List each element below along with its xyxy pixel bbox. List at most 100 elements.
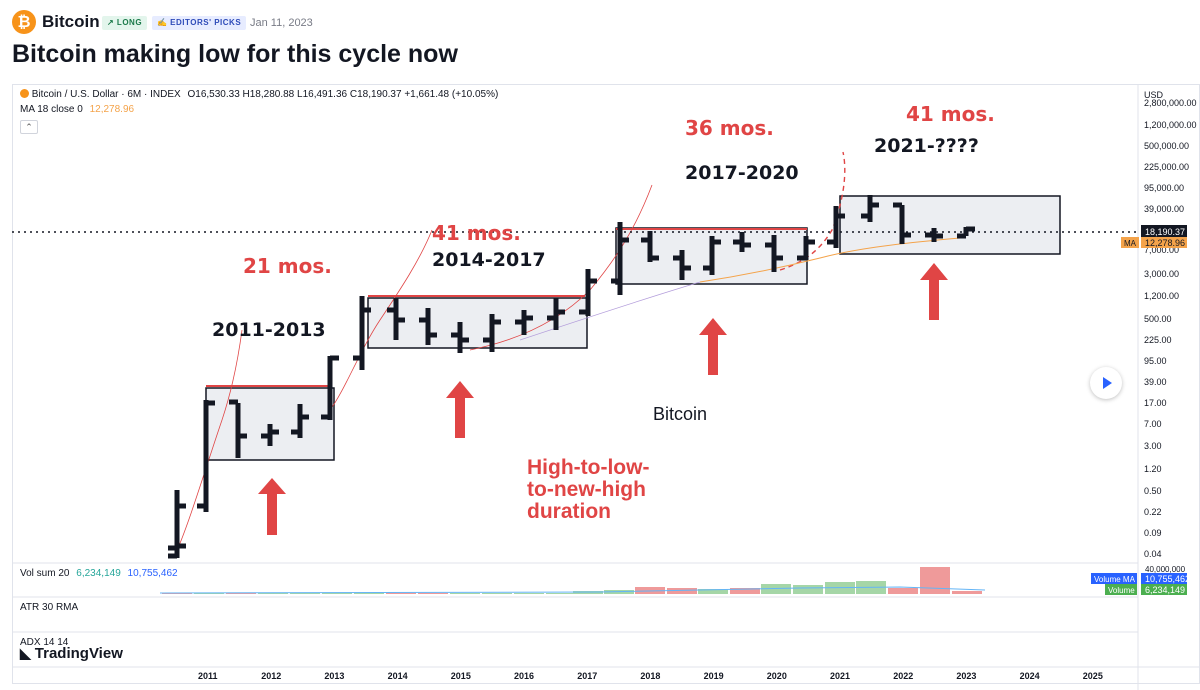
price-axis-label: 95.00 bbox=[1144, 356, 1167, 366]
price-axis-label: 95,000.00 bbox=[1144, 183, 1184, 193]
ohlc-bars bbox=[168, 195, 975, 559]
ma-line-secondary bbox=[519, 281, 701, 341]
volume-ma-line bbox=[159, 586, 986, 594]
volume-bar bbox=[888, 588, 918, 594]
ohlc-bar bbox=[703, 236, 721, 275]
volume-ma-label: Volume MA bbox=[1094, 575, 1136, 584]
red-up-arrow bbox=[920, 263, 948, 320]
last-price-tag bbox=[1141, 225, 1187, 238]
ohlc-bar bbox=[797, 236, 815, 261]
play-replay-button[interactable] bbox=[1090, 367, 1122, 399]
volume-bar bbox=[290, 593, 320, 594]
price-axis-label: 39,000.00 bbox=[1144, 204, 1184, 214]
volume-bar bbox=[386, 593, 416, 594]
price-axis-label: 3,000.00 bbox=[1144, 269, 1179, 279]
legend-ohlc: O16,530.33 H18,280.88 L16,491.36 C18,190… bbox=[187, 89, 499, 100]
cycle-label: 2011-2013 bbox=[212, 319, 326, 341]
volume-bar bbox=[546, 593, 576, 594]
ohlc-bar bbox=[611, 222, 629, 295]
time-axis-label: 2019 bbox=[704, 671, 724, 681]
parabolic-curve bbox=[329, 229, 433, 411]
range-box-2014-2017 bbox=[367, 297, 588, 349]
volume-label: Volume bbox=[1108, 586, 1135, 595]
tradingview-logo[interactable]: ◣ TradingView bbox=[20, 645, 123, 662]
symbol-legend[interactable]: Bitcoin / U.S. Dollar · 6M · INDEX O16,5… bbox=[20, 89, 498, 100]
bitcoin-small-icon bbox=[20, 89, 29, 98]
time-axis-label: 2025 bbox=[1083, 671, 1103, 681]
ohlc-bar bbox=[765, 235, 783, 272]
ohlc-bar bbox=[321, 355, 339, 420]
ma-tag-label: MA bbox=[1124, 239, 1137, 248]
chart-watermark-label: Bitcoin bbox=[653, 404, 707, 424]
ohlc-bar bbox=[353, 296, 371, 370]
ma-legend[interactable]: MA 18 close 0 12,278.96 bbox=[20, 104, 134, 115]
time-axis-label: 2023 bbox=[956, 671, 976, 681]
ohlc-bar bbox=[229, 399, 247, 458]
ohlc-bar bbox=[387, 298, 405, 340]
volume-ma-tag bbox=[1141, 573, 1187, 584]
volume-legend-label: Vol sum 20 bbox=[20, 568, 70, 579]
volume-bar bbox=[793, 585, 823, 594]
volume-bar bbox=[761, 584, 791, 594]
volume-bar bbox=[354, 593, 384, 594]
volume-bar bbox=[952, 591, 982, 594]
price-axis-label: 7.00 bbox=[1144, 419, 1162, 429]
volume-bar bbox=[450, 593, 480, 594]
atr-legend[interactable]: ATR 30 RMA bbox=[20, 602, 79, 613]
volume-bar bbox=[920, 567, 950, 594]
volume-bar bbox=[322, 593, 352, 594]
idea-header: ₿ Bitcoin ↗ LONG ✍ EDITORS' PICKS Jan 11… bbox=[0, 0, 1200, 42]
ohlc-bar bbox=[925, 228, 943, 242]
last-price-tag-text: 18,190.37 bbox=[1145, 227, 1185, 237]
time-axis-label: 2014 bbox=[388, 671, 408, 681]
time-axis-label: 2013 bbox=[324, 671, 344, 681]
volume-legend-value: 6,234,149 bbox=[76, 568, 121, 579]
duration-label: 41 mos. bbox=[906, 102, 995, 126]
price-axis-label: 0.22 bbox=[1144, 507, 1162, 517]
price-axis-label: 2,800,000.00 bbox=[1144, 98, 1197, 108]
note-line: to-new-high bbox=[527, 478, 646, 501]
ohlc-bar bbox=[197, 400, 215, 512]
ohlc-bar bbox=[419, 308, 437, 345]
collapse-legend-chevron-icon[interactable]: ⌃ bbox=[20, 120, 38, 134]
price-axis-labels: 2,800,000.00 1,200,000.00 500,000.00 225,00… bbox=[1144, 98, 1197, 559]
volume-legend[interactable]: Vol sum 20 6,234,149 10,755,462 bbox=[20, 568, 178, 579]
ohlc-bar bbox=[547, 298, 565, 330]
volume-bars bbox=[159, 567, 986, 594]
time-axis-label: 2011 bbox=[198, 671, 218, 681]
time-axis-label: 2020 bbox=[767, 671, 787, 681]
volume-label-bg bbox=[1105, 584, 1137, 595]
tradingview-mark-icon: ◣ bbox=[20, 645, 31, 661]
time-axis-label: 2015 bbox=[451, 671, 471, 681]
ohlc-bar bbox=[451, 322, 469, 353]
volume-axis-label: 40,000,000 bbox=[1145, 565, 1186, 574]
volume-bar bbox=[258, 593, 288, 594]
price-axis-label: 225.00 bbox=[1144, 335, 1172, 345]
ohlc-bar bbox=[957, 226, 975, 239]
adx-legend[interactable]: ADX 14 14 bbox=[20, 637, 69, 648]
volume-bar bbox=[730, 588, 760, 594]
volume-bar bbox=[482, 593, 512, 594]
volume-bar bbox=[162, 593, 192, 594]
volume-bar bbox=[194, 593, 224, 594]
cycle-label: 2014-2017 bbox=[432, 249, 546, 271]
time-axis-label: 2018 bbox=[640, 671, 660, 681]
ma-legend-label: MA 18 close 0 bbox=[20, 104, 83, 115]
duration-label: 41 mos. bbox=[432, 221, 521, 245]
legend-symbol: Bitcoin / U.S. Dollar · 6M · INDEX bbox=[31, 89, 181, 100]
price-axis-label: 1,200.00 bbox=[1144, 291, 1179, 301]
volume-ma-legend-value: 10,755,462 bbox=[127, 568, 178, 579]
price-axis-label: 0.09 bbox=[1144, 528, 1162, 538]
ma-legend-value: 12,278.96 bbox=[89, 104, 135, 115]
symbol-name[interactable]: Bitcoin bbox=[42, 12, 100, 31]
price-axis-label: 39.00 bbox=[1144, 377, 1167, 387]
volume-bar bbox=[698, 589, 728, 594]
ohlc-bar bbox=[861, 195, 879, 222]
volume-tag bbox=[1141, 584, 1187, 595]
ohlc-bar bbox=[579, 269, 597, 316]
ohlc-bar bbox=[893, 202, 911, 244]
volume-bar bbox=[226, 593, 256, 594]
publish-date: Jan 11, 2023 bbox=[250, 17, 313, 29]
ma-tag-label-bg bbox=[1121, 237, 1139, 248]
